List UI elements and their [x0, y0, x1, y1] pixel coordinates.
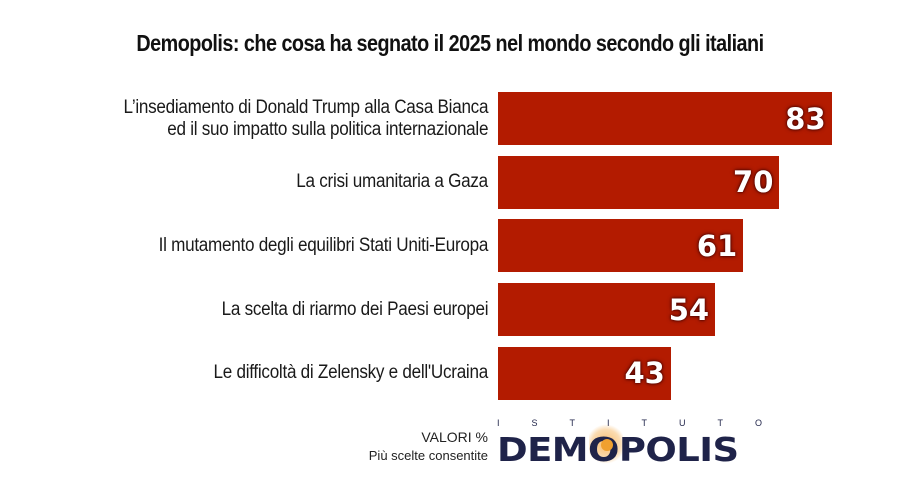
category-label: L’insediamento di Donald Trump alla Casa…: [123, 97, 488, 141]
logo-letter: T: [641, 418, 647, 428]
bar: 61: [498, 219, 744, 273]
logo-letter: I: [606, 418, 610, 428]
demopolis-logo: I S T I T U T O DEMOPOLIS: [497, 418, 767, 470]
category-label-line: La crisi umanitaria a Gaza: [296, 171, 488, 193]
logo-wordmark: DEMOPOLIS: [497, 430, 739, 469]
bar-value-label: 83: [785, 101, 826, 136]
category-label: La crisi umanitaria a Gaza: [296, 171, 488, 193]
logo-letter: T: [717, 418, 723, 428]
chart-notes: VALORI % Più scelte consentite: [369, 428, 488, 466]
bar-value-label: 61: [696, 228, 738, 263]
category-label-line: La scelta di riarmo dei Paesi europei: [221, 298, 488, 320]
bar-value-label: 70: [733, 165, 774, 200]
logo-letter: S: [531, 418, 538, 428]
bar: 70: [498, 155, 780, 209]
logo-letter: I: [497, 418, 500, 428]
category-label-line: Il mutamento degli equilibri Stati Uniti…: [158, 234, 489, 256]
category-label: Il mutamento degli equilibri Stati Uniti…: [158, 234, 489, 257]
values-unit-note: VALORI %: [421, 429, 488, 445]
category-label-line: Le difficoltà di Zelensky e dell'Ucraina: [213, 362, 489, 384]
bar: 54: [498, 283, 716, 337]
logo-letter: O: [754, 418, 762, 428]
multiple-choice-note: Più scelte consentite: [368, 448, 488, 463]
category-label: Le difficoltà di Zelensky e dell'Ucraina: [213, 362, 489, 384]
logo-letter: T: [569, 418, 576, 428]
bar-value-label: 54: [668, 292, 710, 327]
category-label-line: ed il suo impatto sulla politica interna…: [167, 118, 488, 140]
chart-title: Demopolis: che cosa ha segnato il 2025 n…: [136, 30, 764, 56]
bar-value-label: 43: [624, 356, 665, 391]
logo-letter: U: [678, 418, 686, 428]
bar-chart: 83 L’insediamento di Donald Trump alla Ca…: [123, 92, 832, 400]
category-label-line: L’insediamento di Donald Trump alla Casa…: [123, 96, 488, 118]
bar: 83: [498, 92, 832, 145]
bar: 43: [498, 346, 671, 400]
category-label: La scelta di riarmo dei Paesi europei: [221, 299, 488, 321]
logo-o-center-dot-icon: [601, 439, 613, 451]
